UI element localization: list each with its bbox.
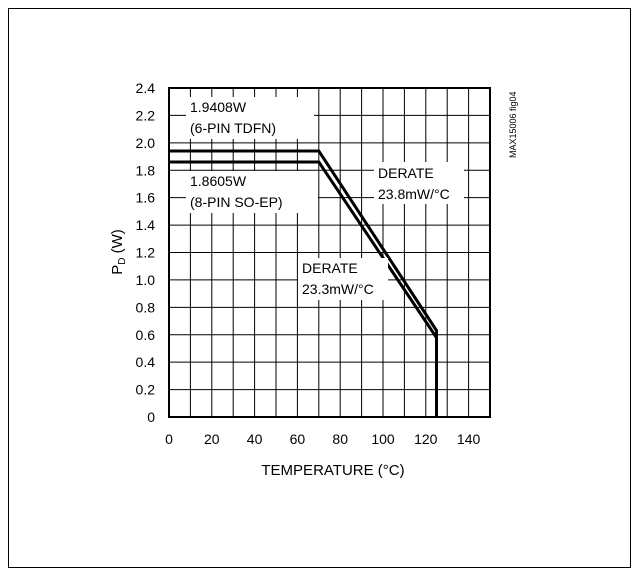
x-tick-label: 20	[204, 431, 220, 447]
x-tick-label: 80	[332, 431, 348, 447]
y-axis-title: PD (W)	[109, 229, 128, 275]
x-tick-label: 100	[371, 431, 395, 447]
y-tick-label: 2.0	[136, 135, 156, 151]
y-axis-title-tail: (W)	[109, 229, 126, 257]
x-tick-label: 0	[165, 431, 173, 447]
series-soep-line	[169, 160, 438, 417]
y-tick-label: 2.4	[136, 80, 156, 96]
y-tick-label: 0.2	[136, 382, 156, 398]
y-tick-labels: 0 0.2 0.4 0.6 0.8 1.0 1.2 1.4 1.6 1.8 2.0 2.2 2.4	[136, 80, 156, 425]
figure-id: MAX15006 fig04	[508, 91, 518, 158]
annotation-tdfn-package: (6-PIN TDFN)	[190, 120, 276, 136]
x-tick-label: 120	[414, 431, 438, 447]
plot-border	[168, 87, 491, 418]
ann-bg-tdfn	[186, 97, 314, 139]
x-axis-title: TEMPERATURE (°C)	[261, 462, 404, 479]
y-tick-label: 1.4	[136, 217, 156, 233]
power-dissipation-chart: 0 20 40 60 80 100 120 140 0 0.2 0.4 0.6 0.8 1.0 1.2 1.…	[109, 80, 518, 479]
annotation-derate-23p8-value: 23.8mW/°C	[378, 186, 450, 202]
annotation-derate-23p3-label: DERATE	[302, 260, 358, 276]
y-tick-label: 0.6	[136, 327, 156, 343]
ann-bg-soep	[186, 171, 318, 213]
y-tick-label: 0	[147, 409, 155, 425]
annotation-soep-power: 1.8605W	[190, 173, 247, 189]
x-tick-label: 60	[290, 431, 306, 447]
x-tick-label: 140	[457, 431, 481, 447]
x-tick-labels: 0 20 40 60 80 100 120 140	[165, 431, 480, 447]
curves	[169, 149, 438, 417]
y-tick-label: 0.8	[136, 299, 156, 315]
y-tick-label: 1.2	[136, 245, 156, 261]
y-tick-label: 0.4	[136, 354, 156, 370]
annotation-soep-package: (8-PIN SO-EP)	[190, 194, 283, 210]
y-tick-label: 1.6	[136, 190, 156, 206]
annotation-derate-23p3-value: 23.3mW/°C	[302, 281, 374, 297]
ann-bg-derate1	[374, 162, 464, 204]
annotation-tdfn-power: 1.9408W	[190, 99, 247, 115]
annotation-derate-23p8-label: DERATE	[378, 165, 434, 181]
x-tick-label: 40	[247, 431, 263, 447]
y-axis-title-main: P	[109, 265, 126, 275]
y-tick-label: 1.0	[136, 272, 156, 288]
y-axis-title-sub: D	[117, 258, 128, 265]
y-tick-label: 1.8	[136, 162, 156, 178]
y-tick-label: 2.2	[136, 107, 156, 123]
ann-bg-derate2	[298, 258, 388, 300]
